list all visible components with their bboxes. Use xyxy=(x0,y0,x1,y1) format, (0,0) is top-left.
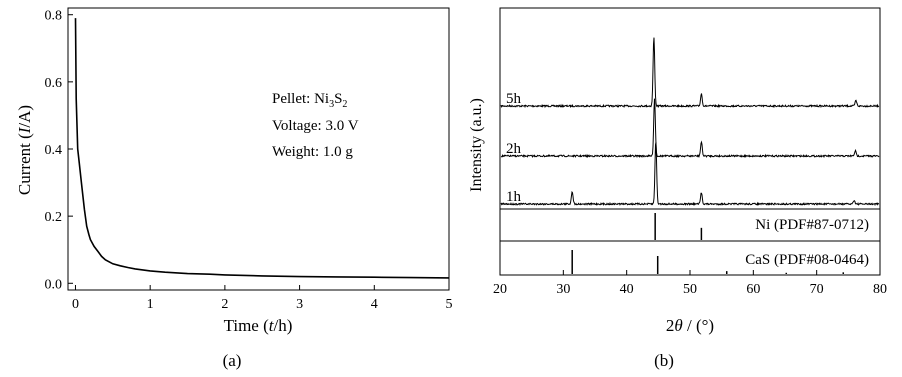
xrd-patterns: 5h 2h 1h xyxy=(500,37,880,207)
weight-annotation: Weight: 1.0 g xyxy=(272,144,353,160)
voltage-annotation: Voltage: 3.0 V xyxy=(272,118,359,134)
x-tick-label: 40 xyxy=(620,282,634,297)
x-tick-label: 20 xyxy=(493,282,507,297)
current-curve xyxy=(74,18,450,279)
reference-stick-patterns xyxy=(571,213,845,274)
y-tick-label: 0.2 xyxy=(45,210,63,225)
pattern-label-1h: 1h xyxy=(506,189,522,205)
x-tick-label: 70 xyxy=(810,282,824,297)
ni-reference-label: Ni (PDF#87-0712) xyxy=(755,217,869,233)
x-tick-label: 2 xyxy=(221,297,228,312)
panel-a: 0 1 2 3 4 5 0.0 0.2 0.4 0.6 0.8 Time (t/h) Curren… xyxy=(15,7,453,370)
panel-a-caption: (a) xyxy=(223,351,242,370)
pattern-label-2h: 2h xyxy=(506,141,522,157)
x-tick-label: 3 xyxy=(296,297,303,312)
panel-b-y-axis-label: Intensity (a.u.) xyxy=(468,98,485,192)
panel-b-sample-frame xyxy=(499,7,881,210)
xrd-pattern-2h xyxy=(500,98,880,159)
x-tick-label: 60 xyxy=(746,282,760,297)
y-tick-label: 0.4 xyxy=(45,143,63,158)
panel-b-x-axis-label: 2θ / (°) xyxy=(666,316,714,335)
panel-b-x-ticks: 20 30 40 50 60 70 80 xyxy=(493,270,887,297)
x-tick-label: 1 xyxy=(147,297,154,312)
panel-a-y-axis-label: Current (I/A) xyxy=(15,105,34,195)
pattern-label-5h: 5h xyxy=(506,91,522,107)
pellet-annotation: Pellet: Ni3S2 xyxy=(272,91,347,110)
xrd-pattern-5h xyxy=(500,37,880,109)
panel-b: 20 30 40 50 60 70 80 5h 2h 1h Ni (PDF#87-0712) C… xyxy=(468,7,887,370)
panel-a-plot-frame xyxy=(67,7,450,291)
panel-a-x-ticks: 0 1 2 3 4 5 xyxy=(72,285,453,312)
xrd-pattern-1h xyxy=(500,142,880,207)
x-tick-label: 80 xyxy=(873,282,887,297)
x-tick-label: 5 xyxy=(446,297,453,312)
x-tick-label: 0 xyxy=(72,297,79,312)
panel-a-x-axis-label: Time (t/h) xyxy=(224,316,293,335)
x-tick-label: 30 xyxy=(556,282,570,297)
y-tick-label: 0.6 xyxy=(45,76,63,91)
x-tick-label: 50 xyxy=(683,282,697,297)
panel-b-caption: (b) xyxy=(654,351,674,370)
y-tick-label: 0.8 xyxy=(45,9,63,24)
y-tick-label: 0.0 xyxy=(45,277,63,292)
x-tick-label: 4 xyxy=(371,297,378,312)
cas-reference-label: CaS (PDF#08-0464) xyxy=(745,252,869,268)
panel-a-y-ticks: 0.0 0.2 0.4 0.6 0.8 xyxy=(45,9,73,292)
